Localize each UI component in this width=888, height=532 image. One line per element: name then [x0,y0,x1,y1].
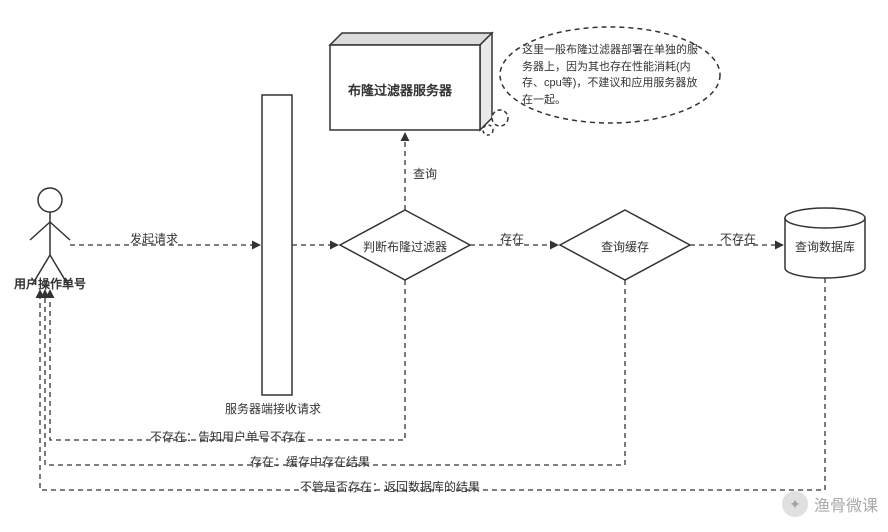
edge-exist-label: 存在 [500,230,524,247]
actor-user [30,188,70,285]
edge-db-return [40,278,825,490]
edge-query-label: 查询 [413,165,437,182]
wechat-icon: ✦ [782,491,808,517]
actor-label: 用户操作单号 [14,275,86,292]
server-bar [262,95,292,395]
diamond-cache-label: 查询缓存 [601,238,649,255]
watermark-text: 渔骨微课 [814,492,878,516]
watermark: ✦ 渔骨微课 [782,491,878,517]
server-bar-label: 服务器端接收请求 [225,400,321,417]
edge-bloom-return-label: 不存在：告知用户单号不存在 [150,428,306,445]
edge-notexist-label: 不存在 [720,230,756,247]
diamond-bloom-label: 判断布隆过滤器 [363,238,447,255]
bloom-server-label: 布隆过滤器服务器 [348,80,452,99]
callout-text: 这里一般布隆过滤器部署在单独的服务器上，因为其也存在性能消耗(内存、cpu等)，… [522,42,702,108]
edge-cache-return-label: 存在：缓存中存在结果 [250,453,370,470]
edge-cache-exist [45,280,625,465]
db-label: 查询数据库 [795,238,855,255]
edge-db-return-label: 不管是否存在：返回数据库的结果 [300,478,480,495]
edge-request-label: 发起请求 [130,230,178,247]
